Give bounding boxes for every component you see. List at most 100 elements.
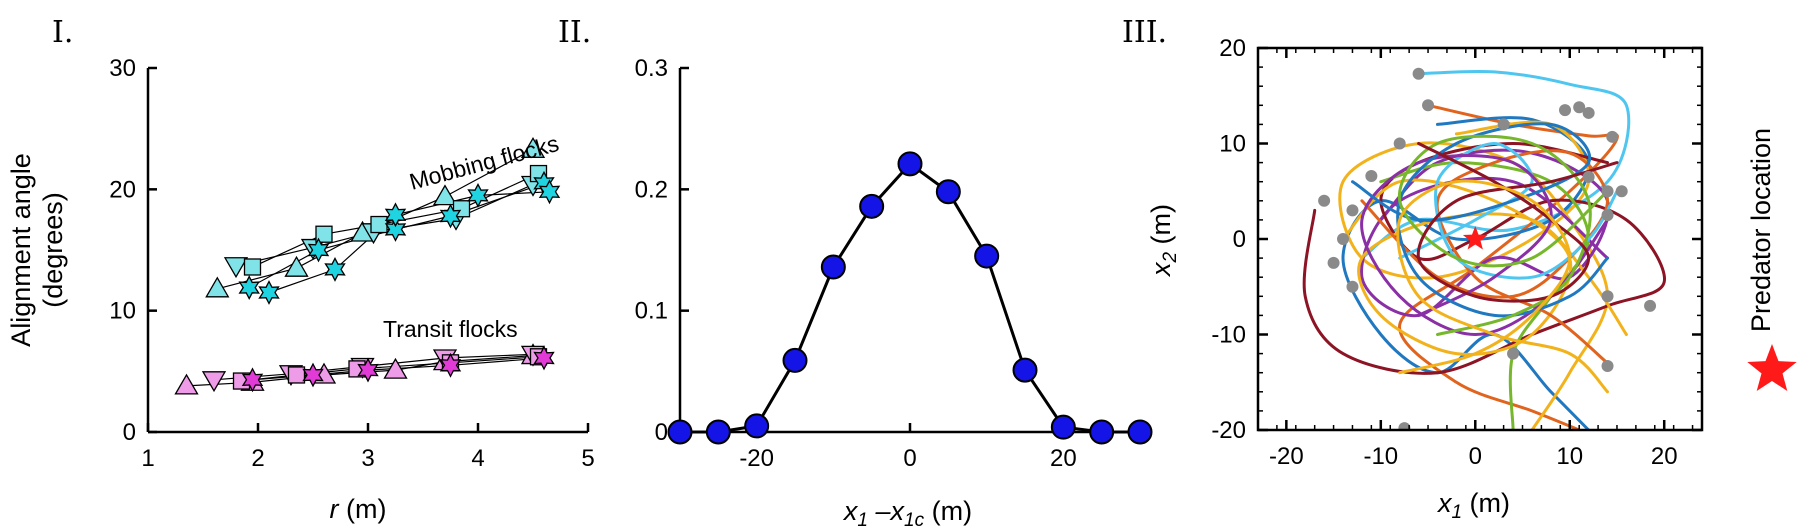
chart-1-point-mobbing-star [307, 237, 330, 263]
chart-2-y-tick-label: 0.3 [635, 55, 668, 82]
trajectory-endpoint [1507, 347, 1520, 360]
chart-1-point-mobbing-triangle-up [520, 136, 546, 158]
chart-2-x-tick-label: -20 [739, 445, 774, 472]
chart-1-point-mobbing-star [538, 179, 561, 205]
trajectory-endpoint [1393, 137, 1406, 150]
chart-3-trajectories: -20 -10 0 10 20 -20 -10 0 10 20 x1 (m) x2 (m) Pre… [1146, 35, 1797, 523]
chart-1-point-mobbing-star [439, 203, 462, 229]
chart-1-point-transit-triangle-up [174, 373, 199, 395]
chart-1-point-transit-star [302, 362, 324, 388]
trajectory-endpoint [1606, 130, 1619, 143]
trajectory-endpoint [1327, 256, 1340, 269]
annotation-transit-flocks: Transit flocks [383, 316, 518, 342]
chart-1-point-transit-star [533, 345, 555, 371]
chart-3-predator [1462, 226, 1488, 250]
chart-2-point [935, 179, 961, 205]
chart-1-x-label: r (m) [330, 494, 387, 524]
predator-legend-star-icon [1747, 344, 1797, 391]
chart-1-y-label-line-2: (degrees) [38, 192, 68, 308]
chart-2-point [705, 419, 731, 445]
chart-3-endpoints [1318, 67, 1657, 430]
trajectory-endpoint [1573, 101, 1586, 114]
chart-2-point [1050, 414, 1076, 440]
chart-1-point-transit-triangle-up [383, 357, 408, 379]
chart-3-y-tick-label: 10 [1219, 131, 1246, 158]
chart-1-point-mobbing-star [384, 202, 407, 228]
chart-1-point-mobbing-square [243, 258, 262, 276]
chart-2-y-tick-label: 0.1 [635, 298, 668, 325]
trajectory-line-14 [1396, 179, 1609, 394]
chart-2-point [897, 151, 923, 177]
trajectory-endpoint [1412, 67, 1425, 80]
chart-1-point-mobbing-triangle-up [432, 184, 458, 206]
trajectory-endpoint [1497, 118, 1510, 131]
chart-2-point [744, 413, 770, 439]
chart-1-y-tick-label: 30 [109, 55, 136, 82]
chart-1-point-mobbing-star [467, 182, 489, 208]
trajectory-endpoint [1582, 170, 1595, 183]
panel-label-1: I. [52, 15, 73, 50]
chart-2-x-tick-label: 20 [1050, 445, 1077, 472]
trajectory-endpoint [1422, 99, 1435, 112]
trajectory-endpoint [1346, 204, 1359, 217]
trajectory-endpoint [1615, 185, 1628, 198]
chart-2-markers [667, 151, 1153, 445]
chart-1-point-transit-triangle-down [201, 371, 227, 393]
chart-1-y-label-line-1: Alignment angle [6, 153, 36, 347]
chart-1-point-transit-square [287, 366, 306, 384]
chart-1-point-mobbing-triangle-down [223, 257, 249, 279]
chart-2-x-label: x1 –x1c (m) [842, 496, 972, 530]
chart-1-x-tick-label: 1 [141, 445, 154, 472]
predator-star-icon [1462, 226, 1488, 250]
trajectory-endpoint [1601, 209, 1614, 222]
trajectory-endpoint [1601, 290, 1614, 303]
chart-1-point-mobbing-star [258, 280, 280, 305]
chart-1-point-transit-star [357, 357, 379, 383]
chart-2-point [1012, 357, 1038, 383]
trajectory-endpoint [1346, 280, 1359, 293]
chart-1-point-mobbing-star [384, 216, 407, 242]
chart-3-ticks: -20 -10 0 10 20 -20 -10 0 10 20 [1211, 35, 1702, 470]
chart-1-y-tick-label: 10 [109, 298, 136, 325]
chart-1-ticks: 1 2 3 4 5 0 10 20 30 [109, 55, 594, 472]
chart-1-point-mobbing-triangle-up [205, 276, 230, 298]
chart-2-x-tick-label: 0 [903, 445, 916, 472]
chart-2-series-line [680, 161, 1140, 434]
chart-2-point [859, 193, 885, 219]
panel-label-3: III. [1122, 15, 1167, 50]
predator-location-label: Predator location [1746, 128, 1776, 332]
chart-1-point-mobbing-star [324, 256, 346, 282]
chart-3-trajectory-lines [1302, 69, 1666, 430]
chart-2-point [667, 419, 693, 445]
trajectory-endpoint [1337, 233, 1350, 245]
chart-3-y-tick-label: -10 [1211, 322, 1246, 349]
chart-1-y-tick-label: 20 [109, 176, 136, 203]
chart-1-point-transit-star [241, 367, 264, 393]
trajectory-line-7 [1341, 178, 1628, 356]
chart-1-point-mobbing-square [370, 215, 388, 234]
chart-3-x-label: x1 (m) [1436, 488, 1510, 523]
chart-2-y-tick-label: 0.2 [635, 176, 668, 203]
trajectory-endpoint [1398, 422, 1411, 430]
trajectory-endpoint [1644, 299, 1657, 312]
chart-2-point [782, 347, 808, 373]
panel-label-2: II. [558, 15, 591, 50]
chart-2-point [820, 254, 846, 280]
chart-2-point [1089, 419, 1115, 445]
chart-3-x-tick-label: -10 [1363, 443, 1398, 470]
chart-3-y-label: x2 (m) [1146, 204, 1181, 278]
chart-3-y-tick-label: 20 [1219, 35, 1246, 62]
trajectory-endpoint [1559, 104, 1572, 117]
chart-1-x-tick-label: 2 [251, 445, 264, 472]
chart-1-point-transit-star [439, 352, 462, 378]
chart-1-x-tick-label: 3 [361, 445, 374, 472]
chart-2-y-tick-label: 0 [655, 419, 668, 446]
chart-1-point-mobbing-star [238, 275, 260, 301]
chart-1-x-tick-label: 4 [471, 445, 484, 472]
trajectory-line-9 [1398, 141, 1619, 280]
chart-1-point-mobbing-triangle-up [284, 255, 309, 277]
trajectory-endpoint [1601, 360, 1614, 373]
chart-2-point [974, 243, 1000, 269]
chart-3-x-tick-label: 20 [1651, 443, 1678, 470]
